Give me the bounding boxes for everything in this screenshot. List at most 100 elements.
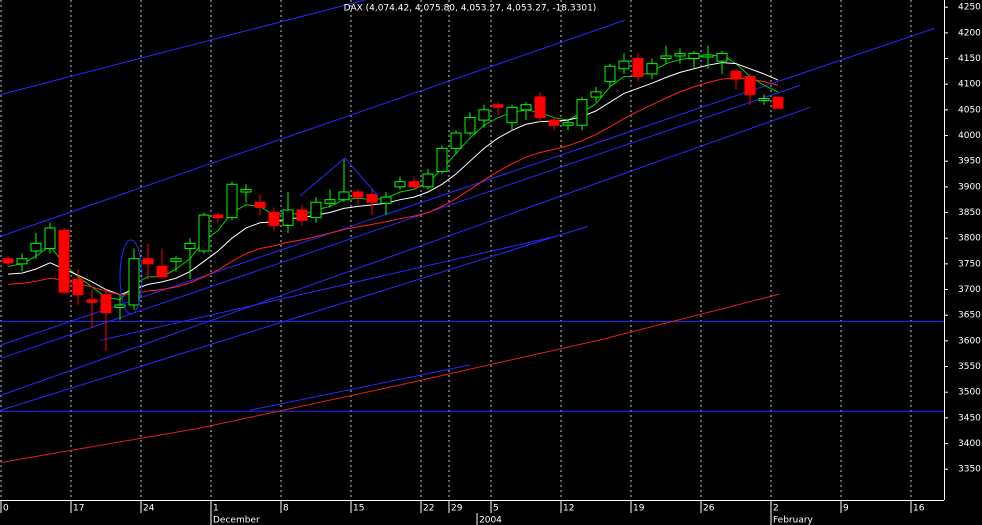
candle-body bbox=[464, 117, 476, 134]
candle-body bbox=[688, 52, 700, 60]
candle-body bbox=[590, 91, 602, 98]
candle-body bbox=[310, 201, 322, 219]
candle-body bbox=[436, 147, 448, 172]
y-tick-label: 3550 bbox=[958, 362, 981, 372]
y-tick-label: 3600 bbox=[958, 336, 981, 346]
candle-body bbox=[632, 58, 644, 77]
candle-body bbox=[2, 258, 14, 264]
candle-body bbox=[478, 109, 490, 121]
month-label: 2004 bbox=[479, 516, 502, 525]
month-label: December bbox=[213, 516, 260, 525]
x-tick-label: 8 bbox=[283, 504, 289, 514]
candle-body bbox=[324, 199, 336, 204]
y-tick-label: 3800 bbox=[958, 234, 981, 244]
candle-body bbox=[660, 55, 672, 60]
candle-body bbox=[520, 104, 532, 111]
trend-line bbox=[0, 293, 780, 464]
x-tick-label: 22 bbox=[423, 504, 434, 514]
y-tick-label: 4250 bbox=[958, 3, 981, 13]
candle-body bbox=[254, 201, 266, 208]
plot-area bbox=[0, 0, 944, 500]
candle-body bbox=[44, 227, 56, 249]
x-tick-label: 15 bbox=[353, 504, 364, 514]
trend-line bbox=[100, 235, 557, 341]
x-tick-label: 0 bbox=[3, 504, 9, 514]
candle-body bbox=[156, 265, 168, 278]
annotation-ellipse bbox=[119, 239, 143, 315]
candle-body bbox=[506, 106, 518, 124]
candle-body bbox=[198, 214, 210, 252]
x-tick-label: 29 bbox=[451, 504, 463, 514]
candle-body bbox=[170, 258, 182, 262]
candle-body bbox=[408, 181, 420, 188]
candle-body bbox=[548, 119, 560, 126]
y-tick-label: 4100 bbox=[958, 80, 981, 90]
trend-line bbox=[0, 0, 366, 95]
y-tick-label: 4200 bbox=[958, 28, 981, 38]
y-tick-label: 3350 bbox=[958, 465, 981, 475]
candle-body bbox=[212, 214, 224, 219]
month-label: February bbox=[773, 516, 814, 525]
trend-line bbox=[0, 27, 935, 346]
y-tick-label: 3500 bbox=[958, 388, 981, 398]
y-tick-label: 3850 bbox=[958, 208, 981, 218]
candle-body bbox=[226, 183, 238, 219]
trend-line bbox=[250, 364, 471, 411]
y-tick-label: 4150 bbox=[958, 54, 981, 64]
candle-body bbox=[86, 299, 98, 303]
candle-body bbox=[576, 99, 588, 126]
y-tick-label: 3900 bbox=[958, 182, 981, 192]
candle-body bbox=[674, 52, 686, 57]
x-tick-label: 5 bbox=[493, 504, 499, 514]
annotation-wedge bbox=[299, 157, 379, 197]
candle-body bbox=[352, 191, 364, 198]
x-tick-label: 19 bbox=[633, 504, 645, 514]
candle-body bbox=[114, 304, 126, 308]
x-tick-label: 9 bbox=[843, 504, 849, 514]
candle-body bbox=[128, 258, 140, 306]
y-tick-label: 3750 bbox=[958, 259, 981, 269]
x-tick-label: 1 bbox=[213, 504, 219, 514]
candle-body bbox=[184, 242, 196, 249]
candle-body bbox=[100, 294, 112, 314]
candle-body bbox=[16, 258, 28, 265]
candle-body bbox=[716, 52, 728, 62]
candle-body bbox=[30, 242, 42, 252]
candle-body bbox=[744, 75, 756, 95]
trend-line bbox=[0, 106, 811, 396]
x-tick-label: 26 bbox=[703, 504, 715, 514]
candle-body bbox=[534, 96, 546, 119]
x-tick-label: 16 bbox=[913, 504, 925, 514]
candle-body bbox=[492, 104, 504, 108]
y-tick-label: 3700 bbox=[958, 285, 981, 295]
y-tick-label: 4050 bbox=[958, 105, 981, 115]
candle-body bbox=[646, 63, 658, 75]
x-tick-label: 2 bbox=[773, 504, 779, 514]
candle-body bbox=[450, 132, 462, 149]
candle-body bbox=[772, 96, 784, 109]
candle-body bbox=[758, 98, 770, 102]
candle-body bbox=[72, 278, 84, 296]
y-tick-label: 3450 bbox=[958, 413, 981, 423]
candle-body bbox=[380, 196, 392, 204]
candle-body bbox=[730, 70, 742, 80]
candle-body bbox=[366, 194, 378, 203]
x-tick-label: 17 bbox=[73, 504, 84, 514]
candle-body bbox=[394, 181, 406, 188]
candle-body bbox=[240, 188, 252, 193]
candle-body bbox=[338, 191, 350, 201]
candle-body bbox=[422, 173, 434, 188]
x-tick-label: 12 bbox=[563, 504, 574, 514]
candle-body bbox=[296, 209, 308, 221]
x-tick-label: 24 bbox=[143, 504, 155, 514]
candle-body bbox=[142, 258, 154, 265]
candle-body bbox=[618, 60, 630, 70]
candle-body bbox=[562, 122, 574, 126]
candle-body bbox=[268, 212, 280, 226]
candle-body bbox=[58, 229, 70, 293]
y-tick-label: 3650 bbox=[958, 311, 981, 321]
y-tick-label: 4000 bbox=[958, 131, 981, 141]
